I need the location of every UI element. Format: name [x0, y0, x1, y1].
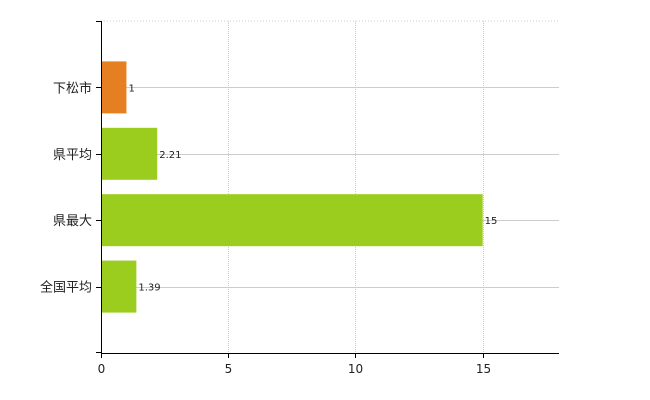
category-label: 県平均: [53, 148, 92, 163]
bar: [101, 61, 127, 114]
data-label: 15: [485, 216, 498, 227]
x-tick-label: 15: [476, 362, 491, 376]
axes: [96, 21, 559, 358]
bar: [101, 260, 137, 313]
data-label: 2.21: [159, 150, 181, 161]
labels: 1 下松市 2.21 県平均 15 県最大 1.39 全国平均 0 5 10 15: [40, 80, 497, 376]
bar: [101, 194, 483, 247]
category-label: 県最大: [53, 214, 92, 229]
category-label: 全国平均: [40, 280, 92, 296]
grid: [101, 20, 559, 353]
bar: [101, 127, 158, 180]
x-tick-label: 0: [98, 362, 106, 376]
x-tick-label: 5: [225, 362, 233, 376]
x-tick-label: 10: [348, 362, 363, 376]
data-label: 1: [128, 83, 134, 94]
bars: [101, 61, 483, 313]
data-label: 1.39: [138, 283, 160, 294]
category-label: 下松市: [53, 80, 92, 96]
